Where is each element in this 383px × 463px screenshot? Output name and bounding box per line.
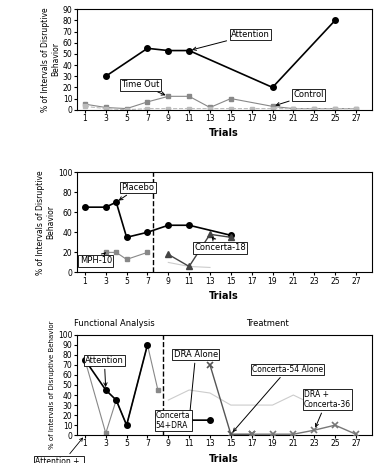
Y-axis label: % of Intervals of Disruptive
Behavior: % of Intervals of Disruptive Behavior xyxy=(41,7,60,112)
Text: Concerta-54 Alone: Concerta-54 Alone xyxy=(233,365,323,432)
Y-axis label: % of Intervals of Disruptive Behavior: % of Intervals of Disruptive Behavior xyxy=(49,321,55,449)
Text: Concerta-18: Concerta-18 xyxy=(194,238,246,252)
Text: Attention +
Concerta-36: Attention + Concerta-36 xyxy=(35,438,83,463)
Text: Functional Analysis: Functional Analysis xyxy=(74,319,154,328)
Text: Attention: Attention xyxy=(85,356,124,386)
Y-axis label: % of Intervals of Disruptive
Behavior: % of Intervals of Disruptive Behavior xyxy=(36,170,55,275)
Text: DRA Alone: DRA Alone xyxy=(173,350,218,416)
Text: Treatment: Treatment xyxy=(246,319,289,328)
Text: MPH-10: MPH-10 xyxy=(80,253,112,265)
Text: Time Out: Time Out xyxy=(121,81,165,95)
Text: DRA +
Concerta-36: DRA + Concerta-36 xyxy=(304,390,351,426)
Text: Placebo: Placebo xyxy=(119,183,154,200)
X-axis label: Trials: Trials xyxy=(209,291,239,301)
Text: Attention: Attention xyxy=(193,30,270,50)
X-axis label: Trials: Trials xyxy=(209,128,239,138)
Text: Control: Control xyxy=(276,90,324,106)
Text: Concerta
54+DRA: Concerta 54+DRA xyxy=(156,411,190,430)
X-axis label: Trials: Trials xyxy=(209,454,239,463)
